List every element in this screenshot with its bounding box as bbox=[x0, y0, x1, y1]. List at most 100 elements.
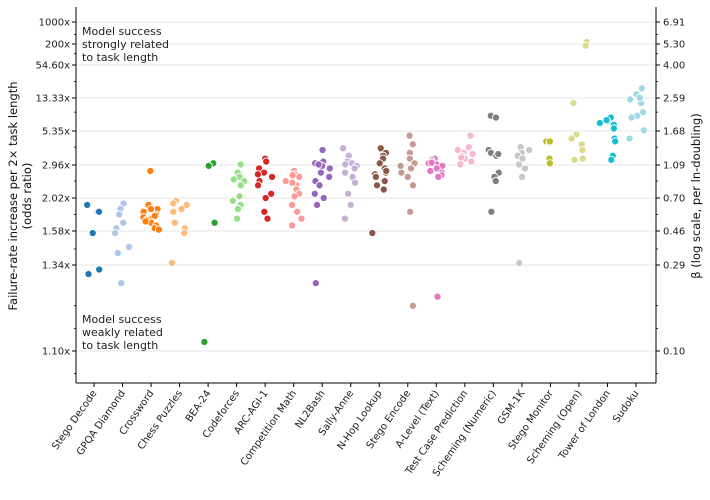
right-tick-label: 1.09 bbox=[663, 161, 685, 172]
data-point bbox=[467, 157, 476, 166]
data-point bbox=[408, 301, 417, 310]
data-point bbox=[468, 150, 477, 159]
data-point bbox=[319, 193, 328, 203]
data-point bbox=[117, 279, 126, 288]
left-tick-label: 5.35x bbox=[42, 127, 70, 138]
x-tick-label: Sudoku bbox=[611, 388, 641, 425]
data-point bbox=[154, 225, 163, 234]
data-point bbox=[371, 172, 380, 181]
data-point bbox=[368, 228, 377, 238]
data-point bbox=[288, 221, 297, 230]
data-point bbox=[545, 159, 554, 168]
data-point bbox=[295, 172, 304, 181]
data-point bbox=[578, 145, 587, 155]
data-point bbox=[288, 171, 297, 180]
data-point bbox=[426, 166, 435, 175]
data-point bbox=[595, 118, 604, 128]
y-axis-label-right: β (log scale, per ln-doubling) bbox=[689, 113, 703, 278]
left-tick-label: 54.60x bbox=[35, 61, 70, 72]
annotation-weak-line1: Model success bbox=[82, 313, 162, 326]
data-point bbox=[637, 84, 646, 93]
data-point bbox=[204, 161, 213, 170]
data-point bbox=[124, 242, 134, 252]
data-point bbox=[376, 144, 385, 153]
data-point bbox=[170, 218, 179, 227]
data-point bbox=[167, 258, 176, 268]
y-axis-label-left-line1: Failure-rate increase per 2× task length bbox=[6, 81, 20, 310]
data-point bbox=[88, 228, 97, 238]
data-point bbox=[627, 113, 636, 122]
right-tick-label: 2.59 bbox=[663, 94, 685, 105]
y-axis-label-left-line2: (odds ratio) bbox=[20, 163, 34, 230]
data-point bbox=[639, 126, 648, 135]
data-point bbox=[515, 258, 524, 268]
data-point bbox=[341, 168, 350, 177]
data-point bbox=[341, 160, 350, 169]
data-point bbox=[520, 164, 530, 173]
data-point bbox=[405, 131, 414, 140]
left-tick-label: 1000x bbox=[39, 18, 70, 29]
data-point bbox=[518, 154, 527, 163]
data-point bbox=[464, 143, 473, 152]
data-point bbox=[406, 207, 415, 216]
data-points bbox=[83, 37, 648, 346]
right-y-ticks: 6.91 5.30 4.00 2.59 1.68 1.09 0.70 0.46 0.29 0.10 bbox=[656, 18, 685, 375]
data-point bbox=[626, 95, 635, 104]
data-point bbox=[297, 214, 306, 223]
data-point bbox=[311, 279, 320, 288]
left-tick-label: 200x bbox=[45, 40, 70, 51]
data-point bbox=[169, 207, 178, 216]
data-point bbox=[146, 166, 155, 175]
data-point bbox=[290, 192, 299, 201]
right-tick-label: 6.91 bbox=[663, 18, 685, 29]
data-point bbox=[408, 181, 418, 190]
data-point bbox=[293, 207, 302, 216]
data-point bbox=[233, 214, 242, 223]
right-tick-label: 0.29 bbox=[663, 261, 685, 272]
data-point bbox=[457, 153, 466, 162]
data-point bbox=[350, 164, 359, 173]
data-point bbox=[318, 145, 327, 155]
data-point bbox=[119, 218, 128, 227]
data-point bbox=[408, 140, 417, 149]
data-point bbox=[288, 178, 297, 187]
data-point bbox=[434, 172, 443, 181]
data-point bbox=[177, 204, 186, 214]
data-point bbox=[233, 204, 243, 214]
data-point bbox=[380, 177, 389, 186]
data-point bbox=[235, 192, 244, 201]
data-point bbox=[141, 217, 150, 226]
data-point bbox=[379, 185, 388, 194]
data-point bbox=[607, 155, 616, 164]
data-point bbox=[200, 337, 209, 346]
data-point bbox=[150, 211, 159, 220]
data-point bbox=[281, 177, 290, 186]
data-point bbox=[315, 181, 324, 190]
data-point bbox=[403, 172, 412, 181]
grid bbox=[76, 21, 656, 352]
right-tick-label: 0.70 bbox=[663, 194, 685, 205]
data-point bbox=[113, 248, 122, 258]
data-point bbox=[84, 270, 93, 279]
data-point bbox=[525, 145, 534, 155]
left-tick-label: 1.34x bbox=[42, 261, 70, 272]
data-point bbox=[310, 189, 319, 198]
data-point bbox=[253, 170, 262, 179]
data-point bbox=[340, 214, 350, 223]
data-point bbox=[261, 193, 270, 203]
data-point bbox=[288, 200, 297, 209]
right-tick-label: 1.68 bbox=[663, 127, 685, 138]
axes bbox=[75, 7, 657, 384]
data-point bbox=[351, 178, 360, 187]
data-point bbox=[567, 134, 576, 143]
data-point bbox=[382, 166, 391, 175]
data-point bbox=[236, 160, 245, 169]
right-tick-label: 0.10 bbox=[663, 347, 685, 358]
data-point bbox=[375, 159, 384, 168]
data-point bbox=[83, 200, 92, 209]
data-point bbox=[514, 160, 524, 169]
data-point bbox=[611, 137, 620, 146]
data-point bbox=[263, 214, 272, 223]
data-point bbox=[312, 200, 322, 209]
